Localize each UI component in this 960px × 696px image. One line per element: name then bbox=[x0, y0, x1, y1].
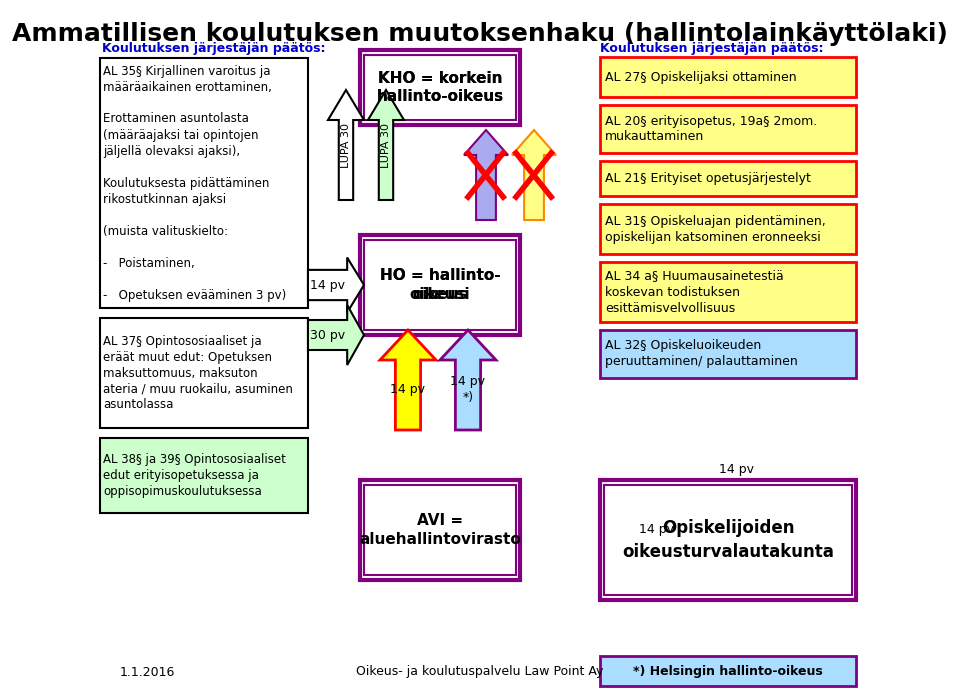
FancyBboxPatch shape bbox=[600, 204, 856, 254]
FancyBboxPatch shape bbox=[600, 161, 856, 196]
Polygon shape bbox=[440, 330, 496, 430]
Text: AL 31§ Opiskeluajan pidentäminen,
opiskelijan katsominen eronneeksi: AL 31§ Opiskeluajan pidentäminen, opiske… bbox=[605, 214, 826, 244]
FancyBboxPatch shape bbox=[600, 57, 856, 97]
Text: AL 34 a§ Huumausainetestiä
koskevan todistuksen
esittämisvelvollisuus: AL 34 a§ Huumausainetestiä koskevan todi… bbox=[605, 269, 783, 315]
FancyBboxPatch shape bbox=[100, 58, 308, 308]
Text: 14 pv: 14 pv bbox=[310, 278, 345, 292]
FancyBboxPatch shape bbox=[600, 656, 856, 686]
Text: LUPA 30: LUPA 30 bbox=[381, 122, 391, 168]
FancyBboxPatch shape bbox=[100, 318, 308, 428]
FancyBboxPatch shape bbox=[600, 262, 856, 322]
Polygon shape bbox=[368, 90, 404, 200]
Text: AL 38§ ja 39§ Opintososiaaliset
edut erityisopetuksessa ja
oppisopimuskoulutukse: AL 38§ ja 39§ Opintososiaaliset edut eri… bbox=[103, 453, 286, 498]
FancyBboxPatch shape bbox=[360, 50, 520, 125]
Text: AL 35§ Kirjallinen varoitus ja
määräaikainen erottaminen,

Erottaminen asuntolas: AL 35§ Kirjallinen varoitus ja määräaika… bbox=[103, 65, 286, 301]
FancyBboxPatch shape bbox=[600, 105, 856, 153]
Text: 14 pv
*): 14 pv *) bbox=[450, 376, 486, 404]
Text: AL 37§ Opintososiaaliset ja
eräät muut edut: Opetuksen
maksuttomuus, maksuton
at: AL 37§ Opintososiaaliset ja eräät muut e… bbox=[103, 335, 293, 411]
FancyBboxPatch shape bbox=[100, 438, 308, 513]
Polygon shape bbox=[308, 258, 364, 313]
Text: AVI =
aluehallintovirasto: AVI = aluehallintovirasto bbox=[359, 512, 521, 547]
Text: LUPA 30: LUPA 30 bbox=[341, 122, 351, 168]
FancyBboxPatch shape bbox=[360, 480, 520, 580]
Text: Ammatillisen koulutuksen muutoksenhaku (hallintolainkäyttölaki): Ammatillisen koulutuksen muutoksenhaku (… bbox=[12, 22, 948, 46]
Text: AL 32§ Opiskeluoikeuden
peruuttaminen/ palauttaminen: AL 32§ Opiskeluoikeuden peruuttaminen/ p… bbox=[605, 340, 798, 368]
Text: KHO = korkein
hallinto-oikeus: KHO = korkein hallinto-oikeus bbox=[376, 71, 504, 104]
FancyBboxPatch shape bbox=[600, 480, 856, 600]
Text: AL 21§ Erityiset opetusjärjestelyt: AL 21§ Erityiset opetusjärjestelyt bbox=[605, 172, 810, 185]
Text: HO = hallinto-
oikeusi: HO = hallinto- oikeusi bbox=[380, 267, 500, 302]
Polygon shape bbox=[464, 130, 508, 220]
Text: *) Helsingin hallinto-oikeus: *) Helsingin hallinto-oikeus bbox=[634, 665, 823, 677]
FancyBboxPatch shape bbox=[360, 235, 520, 335]
Text: 14 pv: 14 pv bbox=[391, 383, 425, 397]
FancyBboxPatch shape bbox=[600, 330, 856, 378]
Polygon shape bbox=[608, 500, 704, 560]
Polygon shape bbox=[328, 90, 364, 200]
Text: 1.1.2016: 1.1.2016 bbox=[120, 665, 176, 679]
Polygon shape bbox=[512, 130, 556, 220]
Text: Oikeus- ja koulutuspalvelu Law Point Ay: Oikeus- ja koulutuspalvelu Law Point Ay bbox=[356, 665, 604, 679]
Text: KHO = korkein
hallinto-oikeus: KHO = korkein hallinto-oikeus bbox=[376, 71, 504, 104]
Text: AL 27§ Opiskelijaksi ottaminen: AL 27§ Opiskelijaksi ottaminen bbox=[605, 70, 797, 84]
Text: Opiskelijoiden
oikeusturvalautakunta: Opiskelijoiden oikeusturvalautakunta bbox=[622, 519, 834, 561]
Polygon shape bbox=[380, 330, 436, 430]
Text: 14 pv: 14 pv bbox=[638, 523, 674, 537]
Text: AL 20§ erityisopetus, 19a§ 2mom.
mukauttaminen: AL 20§ erityisopetus, 19a§ 2mom. mukautt… bbox=[605, 115, 817, 143]
Text: 30 pv: 30 pv bbox=[310, 329, 346, 342]
Text: 14 pv: 14 pv bbox=[718, 464, 754, 477]
Text: HO = hallinto-
oikeus: HO = hallinto- oikeus bbox=[380, 267, 500, 302]
Text: Koulutuksen järjestäjän päätös:: Koulutuksen järjestäjän päätös: bbox=[103, 42, 325, 55]
Text: Koulutuksen järjestäjän päätös:: Koulutuksen järjestäjän päätös: bbox=[600, 42, 824, 55]
Polygon shape bbox=[308, 305, 364, 365]
